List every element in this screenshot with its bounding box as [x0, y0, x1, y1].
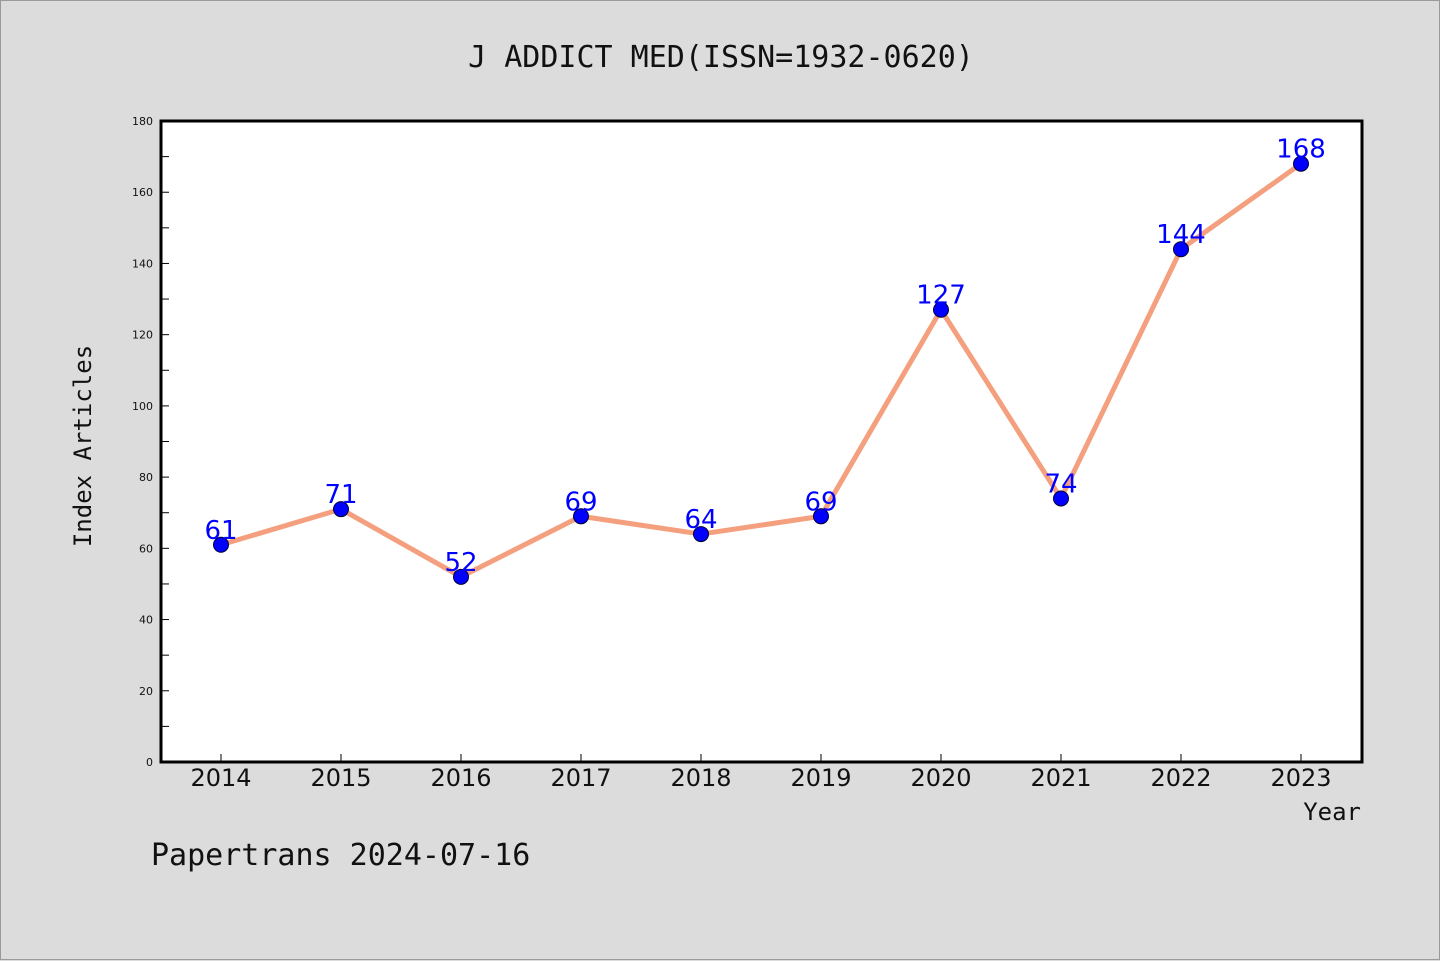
y-tick-label: 0 — [146, 756, 153, 769]
data-point — [213, 536, 229, 553]
x-tick-label: 2014 — [190, 764, 251, 792]
data-label: 69 — [804, 487, 837, 517]
x-axis-label: Year — [1303, 798, 1361, 826]
y-tick-label: 140 — [132, 257, 153, 270]
data-point — [1173, 241, 1189, 258]
data-label: 168 — [1276, 135, 1326, 165]
y-axis-label: Index Articles — [69, 345, 97, 547]
data-label: 52 — [444, 548, 477, 578]
data-label: 127 — [916, 281, 966, 311]
y-tick-label: 20 — [139, 685, 153, 698]
data-label: 144 — [1156, 220, 1206, 250]
x-tick-label: 2022 — [1150, 764, 1211, 792]
x-tick-label: 2019 — [790, 764, 851, 792]
x-tick-label: 2023 — [1270, 764, 1331, 792]
data-point — [1293, 155, 1309, 172]
x-tick-label: 2015 — [310, 764, 371, 792]
x-tick-label: 2021 — [1030, 764, 1091, 792]
y-tick-label: 160 — [132, 186, 153, 199]
data-label: 74 — [1044, 469, 1077, 499]
y-tick-label: 80 — [139, 471, 153, 484]
series-line — [218, 161, 1304, 580]
y-tick-label: 100 — [132, 400, 153, 413]
data-point — [813, 508, 829, 525]
series-layer: 61 71 52 69 64 69 127 74 144 168 — [204, 135, 1326, 585]
data-point — [573, 508, 589, 525]
y-tick-label: 60 — [139, 542, 153, 555]
plot-area — [161, 121, 1362, 762]
footer-credit: Papertrans 2024-07-16 — [151, 838, 530, 873]
data-label: 64 — [684, 505, 717, 535]
data-label: 69 — [564, 487, 597, 517]
x-tick-label: 2017 — [550, 764, 611, 792]
chart-title: J ADDICT MED(ISSN=1932-0620) — [468, 40, 974, 75]
x-tick-label: 2016 — [430, 764, 491, 792]
y-tick-label: 40 — [139, 614, 153, 627]
data-point — [933, 301, 949, 318]
data-point — [453, 568, 469, 585]
data-point — [1053, 490, 1069, 507]
data-label: 61 — [204, 516, 237, 546]
y-tick-label: 180 — [132, 115, 153, 128]
x-tick-label: 2018 — [670, 764, 731, 792]
plot-frame — [159, 119, 1364, 764]
data-point — [333, 501, 349, 518]
data-label: 71 — [324, 480, 357, 510]
x-tick-label: 2020 — [910, 764, 971, 792]
data-point — [693, 526, 709, 543]
y-tick-label: 120 — [132, 329, 153, 342]
x-axis-ticks: 2014 2015 2016 2017 2018 2019 2020 2021 2022 2023 — [190, 754, 1332, 792]
